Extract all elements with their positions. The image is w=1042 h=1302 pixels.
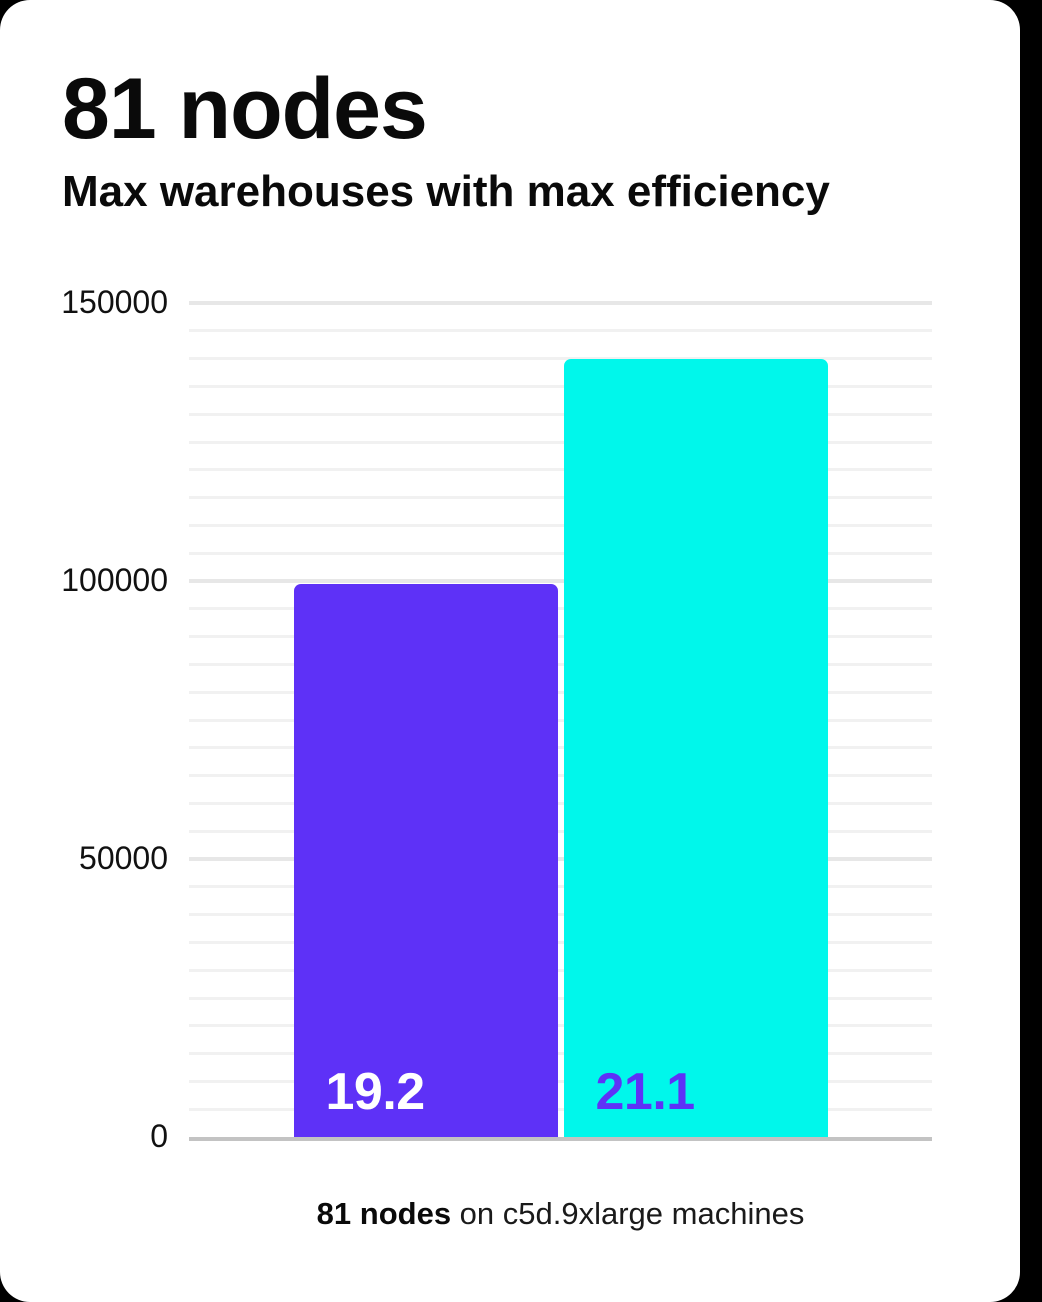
minor-gridline bbox=[189, 468, 932, 472]
minor-gridline bbox=[189, 1052, 932, 1056]
y-axis-tick-label: 100000 bbox=[61, 561, 168, 598]
minor-gridline bbox=[189, 690, 932, 694]
y-axis-tick-label: 150000 bbox=[61, 283, 168, 320]
minor-gridline bbox=[189, 718, 932, 722]
bar-2: 21.1 bbox=[563, 358, 828, 1137]
minor-gridline bbox=[189, 774, 932, 778]
minor-gridline bbox=[189, 968, 932, 972]
y-axis-tick-label: 50000 bbox=[79, 839, 168, 876]
minor-gridline bbox=[189, 885, 932, 889]
bar-value-label: 19.2 bbox=[325, 1062, 426, 1121]
minor-gridline bbox=[189, 329, 932, 333]
minor-gridline bbox=[189, 801, 932, 805]
minor-gridline bbox=[189, 496, 932, 500]
minor-gridline bbox=[189, 940, 932, 944]
major-gridline bbox=[189, 579, 932, 583]
bar-1: 19.2 bbox=[293, 583, 558, 1137]
minor-gridline bbox=[189, 1079, 932, 1083]
minor-gridline bbox=[189, 829, 932, 833]
minor-gridline bbox=[189, 1024, 932, 1028]
chart-card: 81 nodes Max warehouses with max efficie… bbox=[0, 0, 1020, 1302]
minor-gridline bbox=[189, 384, 932, 388]
major-gridline bbox=[189, 857, 932, 861]
minor-gridline bbox=[189, 412, 932, 416]
chart-title: 81 nodes bbox=[62, 61, 428, 157]
minor-gridline bbox=[189, 635, 932, 639]
caption-bold-text: 81 nodes bbox=[316, 1196, 452, 1231]
minor-gridline bbox=[189, 913, 932, 917]
chart-caption: 81 nodes on c5d.9xlarge machines bbox=[189, 1196, 932, 1232]
bar-value-label: 21.1 bbox=[595, 1062, 696, 1121]
minor-gridline bbox=[189, 551, 932, 555]
minor-gridline bbox=[189, 996, 932, 1000]
minor-gridline bbox=[189, 607, 932, 611]
caption-regular-text: on c5d.9xlarge machines bbox=[451, 1196, 805, 1231]
y-axis-tick-label: 0 bbox=[150, 1117, 168, 1154]
minor-gridline bbox=[189, 523, 932, 527]
minor-gridline bbox=[189, 662, 932, 666]
major-gridline bbox=[189, 301, 932, 305]
bar-chart-plot: 0 50000 100000 150000 19.2 21.1 bbox=[61, 283, 932, 1154]
chart-subtitle: Max warehouses with max efficiency bbox=[62, 167, 830, 216]
minor-gridline bbox=[189, 357, 932, 361]
minor-gridline bbox=[189, 440, 932, 444]
minor-gridline bbox=[189, 746, 932, 750]
x-axis-line bbox=[189, 1137, 932, 1141]
minor-gridline bbox=[189, 1107, 932, 1111]
